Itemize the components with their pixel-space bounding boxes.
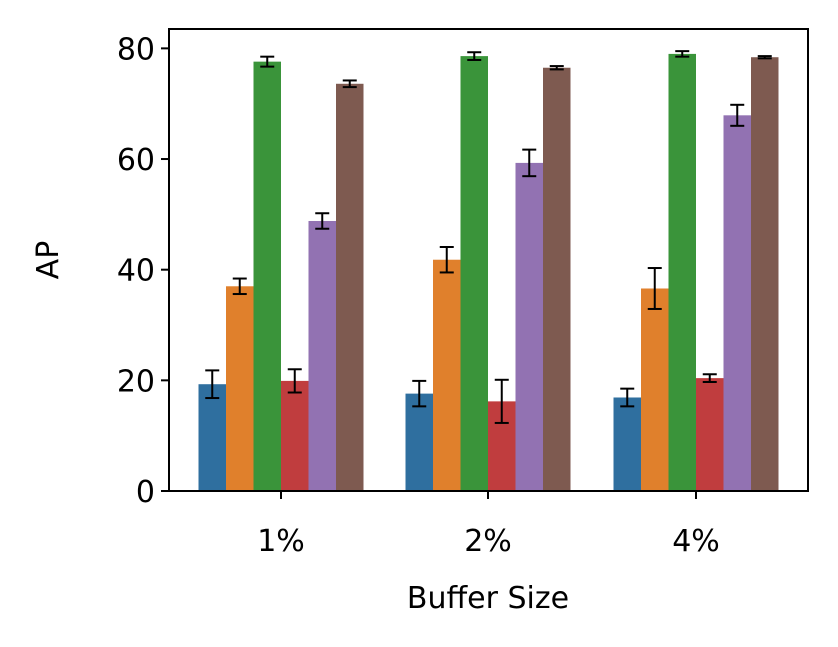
y-tick-label-3: 60	[117, 143, 155, 178]
error-bar-series6-1	[549, 65, 564, 71]
x-axis-label: Buffer Size	[407, 581, 569, 616]
error-bar-series5-0	[315, 212, 330, 230]
bar-series3-1	[460, 56, 488, 492]
error-bar-series2-0	[232, 277, 247, 296]
error-bar-series3-2	[675, 50, 690, 58]
bar-series5-0	[308, 220, 336, 492]
error-bar-series2-2	[647, 267, 662, 310]
bar-series6-0	[336, 83, 364, 491]
bar-series5-2	[723, 115, 751, 491]
error-bar-series4-0	[287, 368, 302, 394]
bar-series2-2	[641, 288, 669, 491]
bar-series1-1	[405, 393, 433, 491]
error-bar-series4-1	[494, 378, 509, 424]
error-bars-layer	[205, 50, 772, 424]
x-tick-label-1: 2%	[464, 524, 512, 559]
y-axis: 0 20 40 60 80	[117, 32, 169, 510]
y-tick-label-2: 40	[117, 254, 155, 289]
error-bar-series6-0	[342, 79, 357, 89]
bar-series6-2	[751, 57, 779, 491]
error-bar-series1-2	[620, 387, 635, 408]
bar-series4-2	[696, 378, 724, 491]
bar-series1-0	[198, 384, 226, 491]
error-bar-series5-2	[730, 103, 745, 127]
bar-series1-2	[613, 397, 641, 491]
bar-series3-2	[668, 53, 696, 492]
x-axis: 1% 2% 4%	[257, 491, 720, 559]
error-bar-series1-0	[205, 369, 220, 400]
error-bar-series3-0	[260, 55, 275, 68]
error-bar-series3-1	[467, 51, 482, 61]
error-bar-series1-1	[412, 379, 427, 408]
bar-series2-1	[433, 259, 461, 491]
bar-series5-1	[515, 162, 543, 491]
bar-series3-0	[253, 61, 281, 491]
x-tick-label-0: 1%	[257, 524, 305, 559]
y-tick-label-4: 80	[117, 32, 155, 67]
bar-series6-1	[543, 67, 571, 491]
error-bar-series2-1	[439, 245, 454, 274]
x-tick-label-2: 4%	[672, 524, 720, 559]
bar-series2-0	[226, 286, 254, 491]
y-tick-label-1: 20	[117, 364, 155, 399]
y-tick-label-0: 0	[136, 475, 155, 510]
error-bar-series5-1	[522, 148, 537, 178]
error-bar-series6-2	[757, 55, 772, 60]
bar-series4-0	[281, 380, 309, 491]
bars-layer	[198, 53, 779, 492]
y-axis-label: AP	[31, 241, 66, 280]
error-bar-series4-2	[702, 373, 717, 384]
